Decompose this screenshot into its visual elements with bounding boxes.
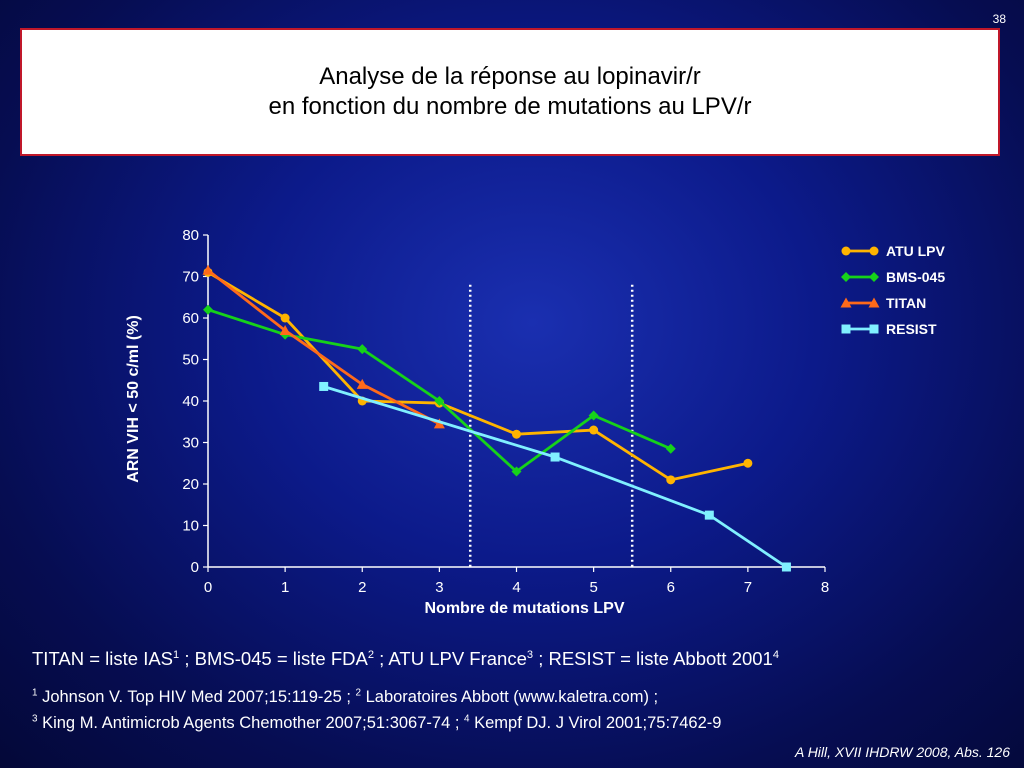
legend: ATU LPV BMS-045 TITAN RESIST (838, 238, 945, 342)
ref-4-text: Kempf DJ. J Virol 2001;75:7462-9 (469, 714, 722, 732)
data-point-atu-lpv (666, 475, 676, 485)
footnote-text-1: TITAN = liste IAS (32, 648, 174, 669)
x-tick-label: 4 (512, 579, 520, 596)
data-point-bms-045 (434, 396, 445, 406)
legend-swatch-atu-lpv (841, 246, 879, 256)
ref-3-number: 3 (32, 713, 38, 725)
y-tick-label: 60 (182, 310, 199, 327)
data-point-bms-045 (203, 304, 213, 315)
y-tick-label: 20 (182, 476, 199, 493)
data-point-atu-lpv (589, 425, 599, 435)
data-point-atu-lpv (512, 429, 521, 439)
data-point-titan (433, 418, 445, 429)
ref-3-text: King M. Antimicrob Agents Chemother 2007… (37, 714, 465, 732)
data-point-titan (279, 324, 291, 335)
footnote-text-4: ; RESIST = liste Abbott 2001 (533, 648, 773, 669)
reference-line-1: 1 Johnson V. Top HIV Med 2007;15:119-25 … (32, 688, 658, 707)
y-tick-label: 50 (182, 352, 199, 369)
data-point-resist (319, 381, 329, 391)
title-line-2: en fonction du nombre de mutations au LP… (268, 93, 752, 120)
legend-label: TITAN (886, 295, 927, 311)
footnote-text-2: ; BMS-045 = liste FDA (179, 648, 368, 669)
legend-swatch-marker (841, 272, 851, 282)
data-point-resist (781, 562, 791, 572)
series-line-atu-lpv (207, 271, 749, 482)
ref-2-number: 2 (355, 687, 362, 699)
reference-line-2: 3 King M. Antimicrob Agents Chemother 20… (32, 714, 721, 733)
footnote-text-3: ; ATU LPV France (374, 648, 527, 669)
data-point-titan (202, 264, 214, 275)
legend-item-bms-045: BMS-045 (838, 264, 945, 290)
legend-label: ATU LPV (886, 243, 945, 259)
data-point-atu-lpv (280, 313, 290, 323)
slide-number: 38 (992, 12, 1006, 26)
ref-1-number: 1 (32, 687, 38, 699)
y-tick-label: 0 (191, 559, 199, 576)
footnote-sup-4: 4 (772, 648, 780, 661)
series-line-titan (207, 269, 441, 426)
legend-item-resist: RESIST (838, 316, 945, 342)
y-tick-label: 70 (182, 269, 199, 286)
legend-swatch-titan (840, 297, 880, 308)
x-tick-label: 2 (358, 579, 366, 596)
x-tick-label: 3 (435, 579, 443, 596)
footnote-sup-1: 1 (173, 648, 180, 661)
legend-label: RESIST (886, 321, 937, 337)
data-point-bms-045 (357, 344, 368, 355)
series-line-resist (323, 385, 788, 569)
footnote-main: TITAN = liste IAS1 ; BMS-045 = liste FDA… (32, 648, 779, 670)
y-tick-label: 30 (182, 435, 199, 452)
x-tick-label: 7 (744, 579, 752, 596)
legend-swatch-resist (841, 324, 879, 334)
legend-item-titan: TITAN (838, 290, 945, 316)
data-point-bms-045 (665, 443, 676, 454)
x-tick-label: 6 (667, 579, 675, 596)
legend-label: BMS-045 (886, 269, 946, 285)
x-tick-label: 5 (589, 579, 597, 596)
x-tick-label: 8 (821, 579, 829, 596)
data-point-bms-045 (588, 410, 599, 421)
legend-swatch-marker (868, 297, 880, 308)
legend-item-atu-lpv: ATU LPV (838, 238, 945, 264)
legend-swatch-marker (840, 297, 852, 308)
data-point-resist (550, 452, 560, 462)
series-line-bms-045 (207, 308, 672, 473)
y-tick-label: 80 (182, 227, 199, 244)
data-point-atu-lpv (743, 458, 753, 468)
data-point-bms-045 (511, 466, 522, 477)
title-box: Analyse de la réponse au lopinavir/r en … (20, 28, 1000, 156)
y-tick-label: 10 (182, 518, 199, 535)
legend-swatch-marker (869, 324, 879, 334)
y-tick-label: 40 (182, 393, 199, 410)
ref-4-number: 4 (464, 713, 470, 725)
y-axis-label: ARN VIH < 50 c/ml (%) (125, 315, 142, 483)
x-axis-label: Nombre de mutations LPV (424, 600, 624, 617)
ref-1-text: Johnson V. Top HIV Med 2007;15:119-25 ; (37, 688, 356, 706)
footnote-sup-2: 2 (367, 648, 375, 661)
x-tick-label: 1 (281, 579, 289, 596)
legend-swatch-marker (841, 246, 851, 256)
legend-swatch-marker (841, 324, 851, 334)
x-tick-label: 0 (204, 579, 212, 596)
data-point-resist (704, 510, 714, 520)
data-point-titan (356, 378, 368, 389)
footnote-sup-3: 3 (526, 648, 534, 661)
legend-swatch-bms-045 (841, 272, 879, 282)
source-citation: A Hill, XVII IHDRW 2008, Abs. 126 (794, 744, 1010, 760)
legend-swatch-marker (869, 272, 879, 282)
title-line-1: Analyse de la réponse au lopinavir/r (319, 63, 701, 90)
ref-2-text: Laboratoires Abbott (www.kaletra.com) ; (361, 688, 659, 706)
legend-swatch-marker (869, 246, 879, 256)
